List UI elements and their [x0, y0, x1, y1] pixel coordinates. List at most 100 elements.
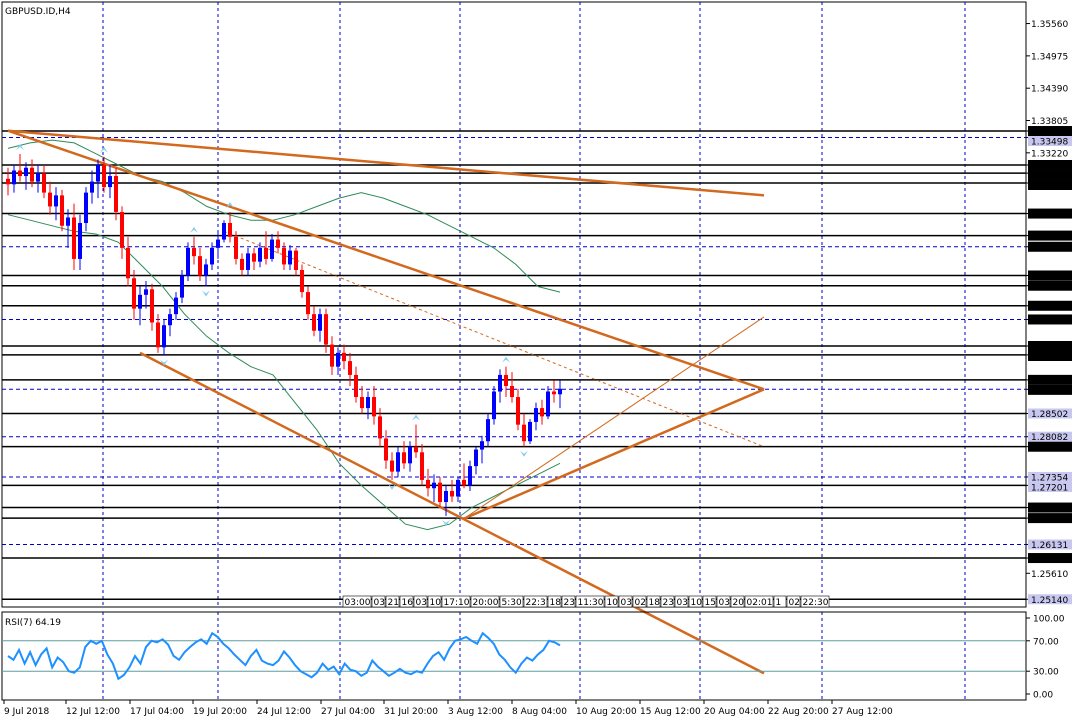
candle-body [426, 479, 430, 489]
price-label-box [1028, 594, 1072, 605]
session-label-text: 16 [402, 598, 414, 608]
time-label: 19 Jul 20:00 [193, 707, 247, 717]
price-label: 1.30452 [1031, 302, 1068, 312]
session-label-text: 17:10 [444, 598, 470, 608]
candle-body [186, 247, 190, 276]
candle-body [252, 253, 256, 262]
candle-body [324, 314, 328, 345]
candle-body [276, 239, 280, 248]
price-label: 1.33220 [1031, 149, 1068, 159]
session-label-box [561, 595, 576, 608]
trendline [463, 316, 765, 520]
session-label-text: 03 [374, 598, 385, 608]
price-label: 1.28082 [1031, 433, 1068, 443]
candle-body [78, 223, 82, 259]
price-label: 1.32853 [1031, 171, 1068, 181]
candle-body [360, 397, 364, 409]
price-label-box [1028, 314, 1072, 325]
candle-body [402, 452, 406, 464]
candle-body [444, 490, 448, 503]
bollinger-upper [7, 139, 561, 293]
trendline [139, 351, 765, 675]
session-label-box [427, 595, 442, 608]
trendlines[interactable] [7, 129, 765, 675]
session-label-box [646, 595, 661, 608]
candle-body [258, 247, 262, 262]
price-label-box [1028, 431, 1072, 442]
candle-body [540, 408, 544, 417]
fractal-down-arrow [202, 290, 210, 297]
session-label-box [618, 595, 633, 608]
candle-body [144, 289, 148, 295]
candle-body [342, 352, 346, 362]
fractal-arrows [16, 143, 528, 526]
fractal-up-arrow [502, 356, 510, 363]
bollinger-bands [7, 139, 561, 531]
price-label-box [1028, 553, 1072, 564]
rsi-series [7, 631, 561, 681]
session-label-text: 1 [776, 598, 782, 608]
time-label: 8 Aug 04:00 [512, 707, 567, 717]
price-label: 1.33615 [1031, 128, 1068, 138]
candle-body [474, 449, 478, 467]
session-label-box [773, 595, 787, 608]
candle-body [384, 438, 388, 461]
candle-body [270, 239, 274, 259]
candle-body [354, 374, 358, 398]
price-label: 1.33000 [1031, 161, 1068, 171]
candle-body [294, 250, 298, 270]
candle-body [372, 397, 376, 417]
candle-body [486, 419, 490, 442]
time-label: 10 Aug 20:00 [576, 707, 637, 717]
price-label: 1.32674 [1031, 181, 1068, 191]
candle-body [492, 391, 496, 420]
price-label: 1.27354 [1031, 473, 1068, 483]
price-label: 1.29724 [1031, 342, 1068, 352]
session-label-box [399, 595, 414, 608]
session-label-box [744, 595, 774, 608]
candle-body [60, 195, 64, 226]
session-label-box [604, 595, 619, 608]
candle-body [282, 247, 286, 265]
session-label-box [632, 595, 647, 608]
candle-body [96, 164, 100, 182]
candle-body [420, 452, 424, 480]
candle-body [66, 217, 70, 226]
session-label-box [385, 595, 400, 608]
candle-body [30, 167, 34, 182]
session-label-text: 10 [430, 598, 442, 608]
session-label-text: 11:30 [578, 598, 604, 608]
rsi-panel[interactable]: RSI(7) 64.19 [1, 611, 1027, 701]
candle-body [222, 223, 226, 240]
candle-body [552, 391, 556, 395]
time-label: 31 Jul 20:00 [384, 707, 438, 717]
candle-body [198, 256, 202, 276]
price-label-box [1028, 241, 1072, 252]
candle-body [150, 289, 154, 323]
candle-body [180, 275, 184, 298]
price-label-box [1028, 408, 1072, 419]
session-label-text: 03 [416, 598, 427, 608]
candle-body [456, 479, 460, 497]
session-label-text: 23 [564, 598, 575, 608]
price-label: 1.25610 [1031, 570, 1068, 580]
session-label-box [413, 595, 428, 608]
session-label-text: 18 [649, 598, 661, 608]
price-label: 1.31722 [1031, 232, 1068, 242]
price-label: 1.30815 [1031, 282, 1068, 292]
candle-body [228, 223, 232, 237]
rsi-tick-label: 70.00 [1033, 637, 1059, 647]
candle-body [54, 195, 58, 207]
session-label-box [716, 595, 731, 608]
price-label-box [1028, 126, 1072, 137]
candle-body [234, 236, 238, 259]
price-label-box [1028, 502, 1072, 513]
fractal-up-arrow [190, 226, 198, 233]
candle-body [306, 292, 310, 315]
rsi-label: RSI(7) 64.19 [5, 618, 61, 628]
grid [102, 2, 966, 700]
price-label: 1.33805 [1031, 117, 1068, 127]
candle-body [120, 211, 124, 248]
rsi-line [7, 631, 561, 681]
candles[interactable] [6, 153, 562, 516]
